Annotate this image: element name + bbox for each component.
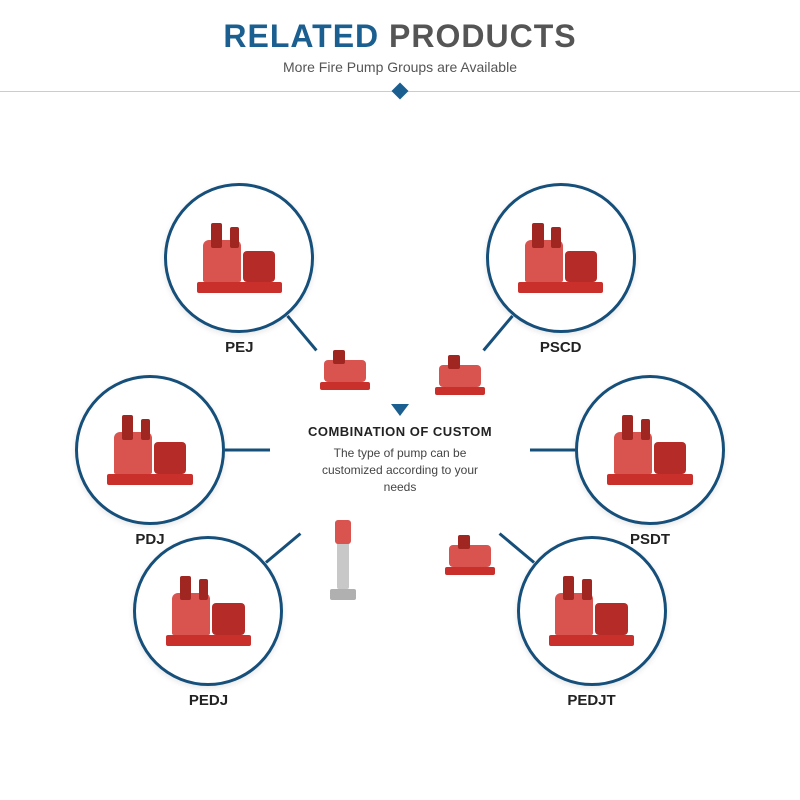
page-title: RELATED PRODUCTS: [0, 18, 800, 55]
pump-icon: [513, 223, 608, 293]
product-node-pedjt[interactable]: [517, 536, 667, 686]
pump-icon: [192, 223, 287, 293]
product-node-pscd[interactable]: [486, 183, 636, 333]
product-label-pedj: PEDJ: [189, 692, 228, 709]
divider-diamond-icon: [392, 83, 409, 100]
header: RELATED PRODUCTS More Fire Pump Groups a…: [0, 0, 800, 99]
diagram-canvas: COMBINATION OF CUSTOM The type of pump c…: [0, 100, 800, 800]
product-label-pej: PEJ: [225, 339, 253, 356]
down-arrow-icon: [391, 404, 409, 416]
page-subtitle: More Fire Pump Groups are Available: [0, 59, 800, 75]
connector-line: [480, 316, 512, 354]
pump-icon: [103, 415, 198, 485]
connector-line: [288, 316, 320, 354]
product-node-pdj[interactable]: [75, 375, 225, 525]
product-node-psdt[interactable]: [575, 375, 725, 525]
center-description: The type of pump can be customized accor…: [310, 445, 490, 495]
mini-pump-icon: [315, 350, 375, 390]
divider: [0, 85, 800, 99]
title-accent: RELATED: [223, 18, 379, 54]
product-label-pdj: PDJ: [135, 531, 164, 548]
center-title: COMBINATION OF CUSTOM: [308, 424, 492, 439]
pump-icon: [161, 576, 256, 646]
connector-line: [266, 530, 304, 562]
pump-icon: [544, 576, 639, 646]
product-node-pej[interactable]: [164, 183, 314, 333]
mini-pump-icon: [440, 535, 500, 575]
mini-pump-icon: [430, 355, 490, 395]
product-label-pscd: PSCD: [540, 339, 582, 356]
connector-line: [496, 530, 534, 562]
product-node-pedj[interactable]: [133, 536, 283, 686]
product-label-pedjt: PEDJT: [567, 692, 615, 709]
title-rest: PRODUCTS: [389, 18, 577, 54]
pump-icon: [603, 415, 698, 485]
product-label-psdt: PSDT: [630, 531, 670, 548]
mini-pump-vertical-icon: [330, 520, 356, 600]
